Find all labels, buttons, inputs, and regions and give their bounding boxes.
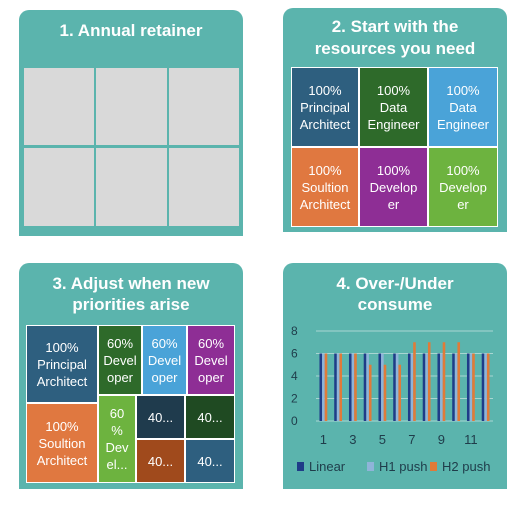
resource-tile-principal-architect: 100% Principal Architect — [291, 67, 359, 147]
legend-swatch — [367, 462, 374, 471]
bar-linear — [452, 353, 455, 421]
consumption-bar-chart: 0 2 4 6 8 1 3 5 7 9 11 Linear H1 push H2 push — [291, 324, 493, 474]
bar-linear — [334, 353, 337, 421]
bar-h2-push — [354, 353, 357, 421]
y-tick-label: 8 — [291, 324, 298, 338]
resource-tile-developer-60: 60% Dev el... — [98, 395, 136, 483]
bar-h1-push — [381, 353, 384, 421]
bar-h2-push — [339, 353, 343, 421]
bar-h1-push — [395, 353, 399, 421]
resource-tile-solution-architect: 100% Soultion Architect — [26, 403, 98, 483]
x-tick-label: 5 — [379, 432, 386, 447]
panel-title-line2: priorities arise — [72, 295, 190, 314]
bar-h1-push — [410, 353, 414, 421]
bar-linear — [422, 353, 426, 421]
resource-tile-solution-architect: 100% Soultion Architect — [291, 147, 359, 227]
panel-title-line1: 2. Start with the — [331, 17, 459, 36]
x-tick-label: 1 — [320, 432, 327, 447]
y-tick-label: 0 — [291, 414, 298, 428]
bar-h1-push — [425, 353, 428, 421]
y-tick-label: 4 — [291, 369, 298, 383]
resource-tile-small: 40... — [185, 439, 235, 483]
resource-tile-small: 40... — [136, 395, 185, 439]
legend-label: H1 push — [379, 459, 427, 474]
grid-cell — [24, 148, 94, 226]
resource-tile-small: 40... — [136, 439, 185, 483]
bar-linear — [378, 353, 382, 421]
panel-over-under-consume: 4. Over-/Under consume 0 2 4 6 8 1 3 5 7 9 11 Linea… — [283, 263, 507, 489]
y-tick-label: 6 — [291, 347, 298, 361]
bar-h1-push — [366, 353, 369, 421]
bar-linear — [393, 353, 396, 421]
x-tick-label: 7 — [408, 432, 415, 447]
resource-tile-data-engineer: 100% Data Engineer — [428, 67, 498, 147]
bar-h2-push — [457, 342, 461, 421]
resource-tile-developer: 100% Develop er — [359, 147, 428, 227]
panel-title-line2: consume — [357, 295, 433, 314]
bar-h1-push — [454, 353, 458, 421]
resource-tile-developer-60: 60% Devel oper — [142, 325, 187, 395]
bar-linear — [407, 353, 411, 421]
y-tick-label: 2 — [291, 392, 298, 406]
grid-cell — [24, 68, 94, 145]
panel-title-line2: resources you need — [314, 39, 476, 58]
grid-cell — [96, 68, 167, 145]
bar-linear — [466, 353, 470, 421]
panel-title-line1: 4. Over-/Under — [336, 274, 454, 293]
resource-tile-developer: 100% Develop er — [428, 147, 498, 227]
bar-linear — [363, 353, 367, 421]
panel-start-resources: 2. Start with the resources you need 100… — [283, 8, 507, 232]
bar-h2-push — [472, 353, 475, 421]
bar-linear — [437, 353, 441, 421]
panel-title-line1: 3. Adjust when new — [52, 274, 210, 293]
legend-swatch — [430, 462, 437, 471]
resource-tile-small: 40... — [185, 395, 235, 439]
bar-h2-push — [383, 364, 387, 421]
x-tick-label: 9 — [438, 432, 445, 447]
bar-h1-push — [351, 353, 355, 421]
grid-cell — [96, 148, 167, 226]
resource-tile-developer-60: 60% Devel oper — [187, 325, 235, 395]
bar-h2-push — [413, 342, 416, 421]
bar-h1-push — [440, 353, 443, 421]
bar-h2-push — [368, 364, 372, 421]
bar-h1-push — [469, 353, 473, 421]
x-tick-label: 11 — [464, 432, 478, 447]
bar-h2-push — [324, 353, 328, 421]
panel-adjust-priorities: 3. Adjust when new priorities arise 100%… — [19, 263, 243, 489]
panel-title: 1. Annual retainer — [59, 21, 203, 40]
grid-cell — [169, 148, 239, 226]
panel-annual-retainer: 1. Annual retainer — [19, 10, 243, 236]
resource-tile-developer-60: 60% Devel oper — [98, 325, 142, 395]
bar-linear — [481, 353, 485, 421]
bar-h1-push — [484, 353, 487, 421]
legend-swatch — [297, 462, 304, 471]
resource-tile-principal-architect: 100% Principal Architect — [26, 325, 98, 403]
bar-h1-push — [336, 353, 340, 421]
resource-tile-data-engineer: 100% Data Engineer — [359, 67, 428, 147]
x-tick-label: 3 — [349, 432, 356, 447]
legend-label: H2 push — [442, 459, 490, 474]
bar-h2-push — [486, 353, 490, 421]
grid-cell — [169, 68, 239, 145]
bar-h2-push — [398, 364, 402, 421]
bar-h2-push — [442, 342, 446, 421]
bar-linear — [348, 353, 352, 421]
legend-label: Linear — [309, 459, 346, 474]
bar-h2-push — [427, 342, 431, 421]
bar-h1-push — [322, 353, 325, 421]
bar-linear — [319, 353, 323, 421]
